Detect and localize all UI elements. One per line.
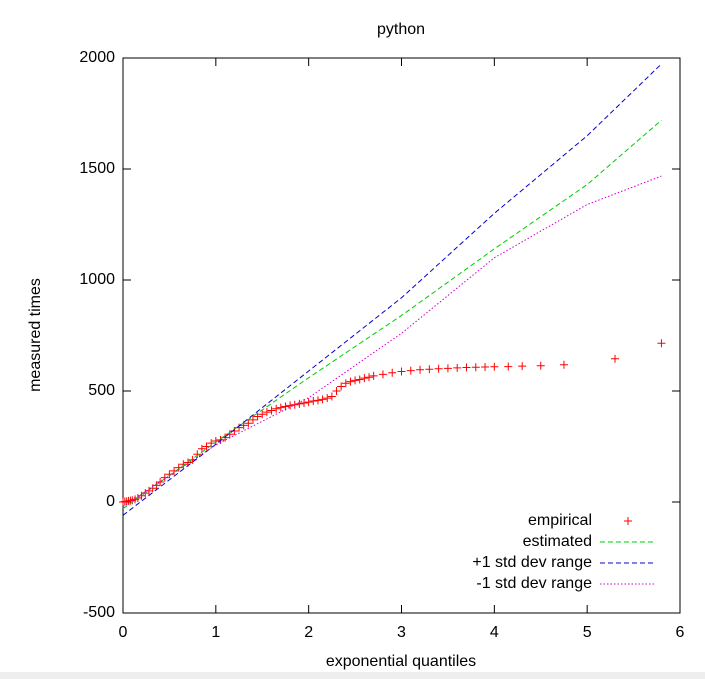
point — [536, 361, 545, 370]
y-axis-label: measured times — [27, 278, 44, 392]
point — [323, 394, 332, 403]
legend-label: -1 std dev range — [476, 575, 592, 592]
point — [453, 363, 462, 372]
point — [425, 365, 434, 374]
point — [397, 367, 406, 376]
point — [309, 396, 318, 405]
point — [165, 470, 174, 479]
point — [332, 387, 341, 395]
x-tick-label: 2 — [304, 624, 313, 641]
point — [434, 364, 443, 373]
point — [351, 376, 360, 385]
point — [197, 444, 206, 453]
point — [244, 419, 253, 428]
point — [406, 366, 415, 375]
x-tick-label: 3 — [397, 624, 406, 641]
point — [443, 364, 452, 373]
point — [624, 517, 632, 525]
point — [211, 436, 220, 445]
point — [355, 375, 364, 384]
point — [346, 377, 355, 386]
y-tick-label: 500 — [88, 382, 115, 399]
series-line — [122, 63, 662, 516]
point — [272, 404, 281, 413]
point — [327, 392, 336, 401]
point — [267, 406, 276, 415]
point — [416, 365, 425, 374]
series-line — [122, 119, 662, 510]
y-tick-label: 0 — [106, 493, 115, 510]
point — [295, 399, 304, 408]
x-axis-label: exponential quantiles — [326, 653, 476, 670]
point — [230, 426, 239, 435]
point — [481, 363, 490, 372]
point — [193, 450, 202, 459]
point — [462, 363, 471, 372]
bottom-strip — [0, 672, 705, 679]
point — [318, 395, 327, 404]
x-tick-label: 6 — [676, 624, 685, 641]
point — [611, 354, 620, 363]
point — [276, 403, 285, 412]
point — [657, 339, 666, 348]
legend-label: estimated — [523, 533, 592, 550]
y-tick-label: -500 — [83, 604, 115, 621]
point — [286, 401, 295, 410]
point — [304, 398, 313, 407]
legend-label: +1 std dev range — [472, 554, 592, 571]
point — [225, 430, 234, 439]
point — [559, 360, 568, 369]
y-tick-label: 1500 — [79, 160, 115, 177]
point — [341, 379, 350, 388]
x-tick-label: 0 — [119, 624, 128, 641]
point — [156, 478, 165, 487]
chart-title: python — [377, 21, 425, 38]
point — [518, 362, 527, 371]
y-tick-label: 2000 — [79, 49, 115, 66]
point — [369, 371, 378, 380]
point — [490, 362, 499, 371]
point — [179, 460, 188, 469]
point — [388, 368, 397, 377]
point — [248, 415, 257, 424]
x-tick-label: 1 — [211, 624, 220, 641]
point — [313, 396, 322, 405]
point — [152, 481, 161, 490]
point — [365, 373, 374, 382]
point — [262, 408, 271, 417]
x-tick-label: 5 — [583, 624, 592, 641]
x-tick-label: 4 — [490, 624, 499, 641]
point — [378, 370, 387, 379]
legend-label: empirical — [528, 512, 592, 529]
point — [337, 382, 346, 391]
point — [360, 374, 369, 383]
point — [504, 362, 513, 371]
point — [160, 473, 169, 482]
point — [253, 412, 262, 421]
point — [258, 410, 267, 419]
point — [471, 363, 480, 372]
y-tick-label: 1000 — [79, 271, 115, 288]
